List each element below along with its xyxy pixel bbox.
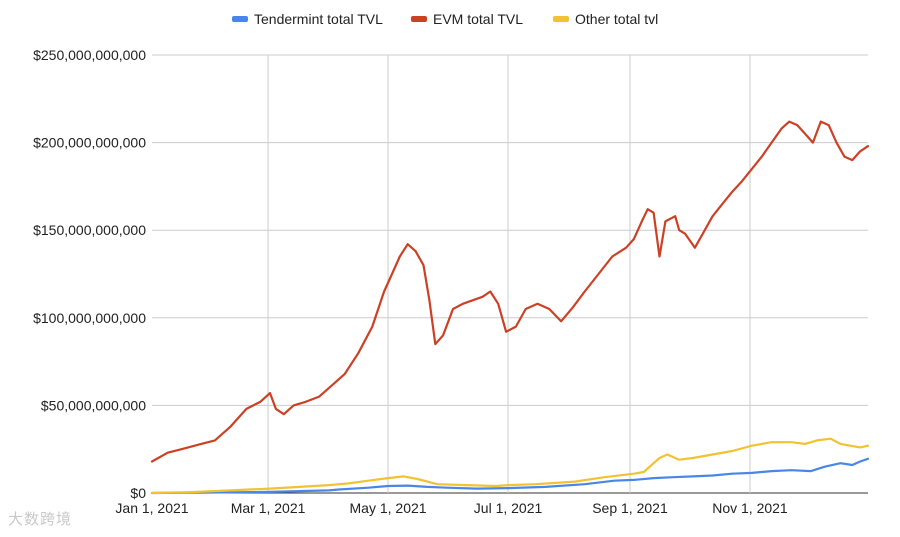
series-line-tendermint <box>150 457 870 495</box>
y-tick-label: $0 <box>130 485 146 501</box>
y-axis: $0 $50,000,000,000 $100,000,000,000 $150,00… <box>33 47 146 501</box>
legend-item-tendermint[interactable]: Tendermint total TVL <box>232 11 383 27</box>
series-line-evm <box>150 120 870 463</box>
x-tick-label: Mar 1, 2021 <box>231 500 306 516</box>
x-tick-label: Jan 1, 2021 <box>115 500 188 516</box>
series-lines <box>150 120 870 495</box>
legend-swatch-evm <box>411 16 427 22</box>
legend: Tendermint total TVL EVM total TVL Other… <box>232 11 658 27</box>
y-tick-label: $200,000,000,000 <box>33 135 146 151</box>
legend-label-evm: EVM total TVL <box>433 11 523 27</box>
y-tick-label: $100,000,000,000 <box>33 310 146 326</box>
y-tick-label: $50,000,000,000 <box>41 397 146 413</box>
x-tick-label: Jul 1, 2021 <box>474 500 543 516</box>
x-tick-label: Sep 1, 2021 <box>592 500 668 516</box>
x-tick-label: May 1, 2021 <box>350 500 427 516</box>
gridlines <box>152 54 868 494</box>
legend-item-evm[interactable]: EVM total TVL <box>411 11 523 27</box>
y-tick-label: $150,000,000,000 <box>33 222 146 238</box>
x-tick-label: Nov 1, 2021 <box>712 500 788 516</box>
legend-swatch-tendermint <box>232 16 248 22</box>
watermark: 大数跨境 <box>8 510 73 528</box>
series-line-other <box>150 437 870 495</box>
legend-item-other[interactable]: Other total tvl <box>553 11 658 27</box>
legend-label-other: Other total tvl <box>575 11 658 27</box>
y-tick-label: $250,000,000,000 <box>33 47 146 63</box>
legend-label-tendermint: Tendermint total TVL <box>254 11 383 27</box>
legend-swatch-other <box>553 16 569 22</box>
x-axis: Jan 1, 2021 Mar 1, 2021 May 1, 2021 Jul 1, … <box>115 500 788 516</box>
